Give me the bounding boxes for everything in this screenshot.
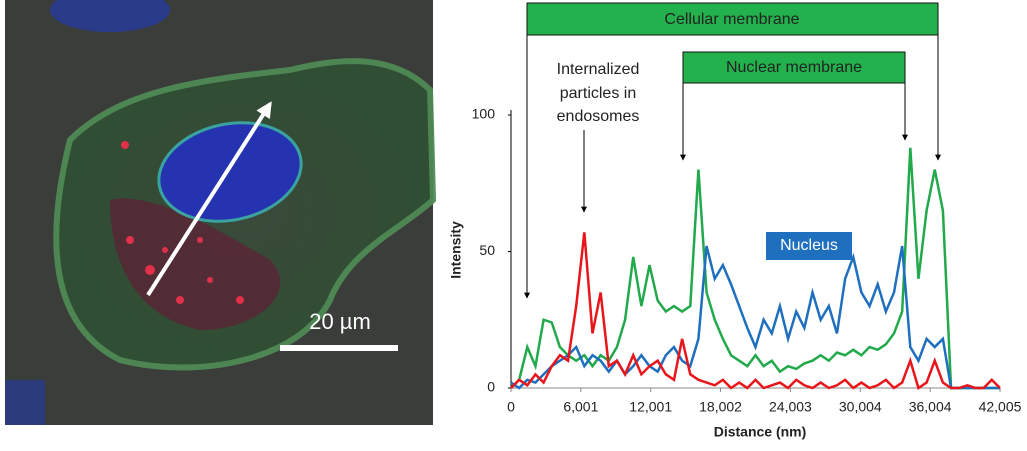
x-tick-label: 6,001 [563,399,598,415]
y-tick-label: 100 [472,106,496,122]
x-tick-label: 12,001 [629,399,672,415]
x-tick-label: 36,004 [909,399,952,415]
annotation: endosomes [557,108,640,125]
x-tick-label: 30,004 [839,399,882,415]
data-line [510,147,1000,390]
micrograph: 20 µm [5,0,437,425]
x-tick-label: 24,003 [769,399,812,415]
x-tick-label: 0 [507,399,515,415]
data-line [510,232,1001,390]
x-tick-label: 18,002 [699,399,742,415]
x-axis-label: Distance (nm) [714,424,807,440]
annotation: particles in [560,85,636,102]
y-axis-label: Intensity [448,221,464,279]
annotation: Internalized [557,61,640,78]
data-line [510,245,1000,390]
y-tick-label: 50 [479,242,495,258]
x-tick-label: 42,005 [979,399,1022,415]
scale-bar-label: 20 µm [309,309,371,334]
annotations: Cellular membrane Nuclear membrane Inter… [524,2,941,299]
y-tick-label: 0 [487,379,495,395]
annotation: Nucleus [780,237,838,254]
annotation: Cellular membrane [664,11,799,28]
annotation: Nuclear membrane [726,59,862,76]
